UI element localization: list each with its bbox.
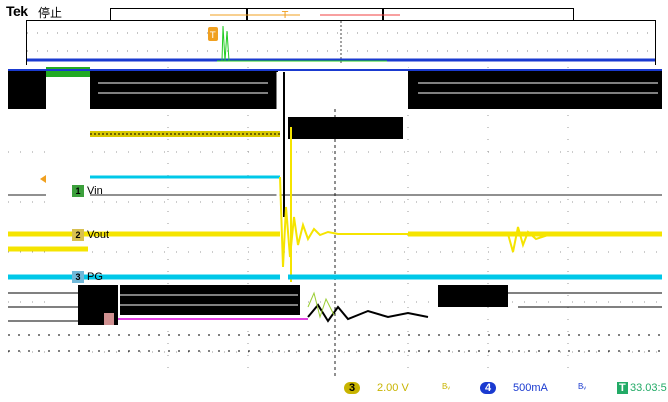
channel-1-name: Vin — [87, 185, 103, 197]
channel-2-name: Vout — [87, 229, 110, 241]
channel-1-badge: 1 — [72, 185, 84, 197]
channel-3-name: PG — [87, 271, 103, 283]
trigger-time: 33.03:5 — [630, 382, 667, 394]
channel-3-indicator[interactable]: 3 — [344, 382, 361, 394]
bandwidth-limit-icon: Bᵥ — [442, 382, 450, 391]
trigger-time-icon: T — [617, 382, 628, 394]
bandwidth-limit-icon-2: Bᵥ — [578, 382, 586, 391]
record-view-window[interactable] — [246, 8, 384, 20]
waveform-display[interactable]: 1 Vin 2 Vout 3 PG — [8, 67, 662, 377]
scale-readout-bar: 3 2.00 V Bᵥ 4 500mA Bᵥ T 33.03:5 — [0, 380, 668, 402]
acquisition-status: 停止 — [38, 6, 63, 20]
brand-logo: Tek — [6, 3, 28, 19]
channel-1-label[interactable]: 1 Vin — [72, 185, 103, 197]
channel-3-label[interactable]: 3 PG — [72, 271, 103, 283]
waveform-overview: T — [26, 20, 656, 65]
channel-2-label[interactable]: 2 Vout — [72, 229, 109, 241]
channel-4-scale: 500mA — [513, 382, 548, 394]
channel-3-scale: 2.00 V — [377, 382, 409, 394]
record-markers: T — [210, 10, 400, 21]
channel-2-badge: 2 — [72, 229, 84, 241]
svg-text:T: T — [281, 10, 289, 21]
channel-3-badge: 3 — [72, 271, 84, 283]
svg-text:T: T — [209, 31, 216, 41]
waveform-svg — [8, 67, 662, 377]
channel-4-indicator[interactable]: 4 — [480, 382, 497, 394]
